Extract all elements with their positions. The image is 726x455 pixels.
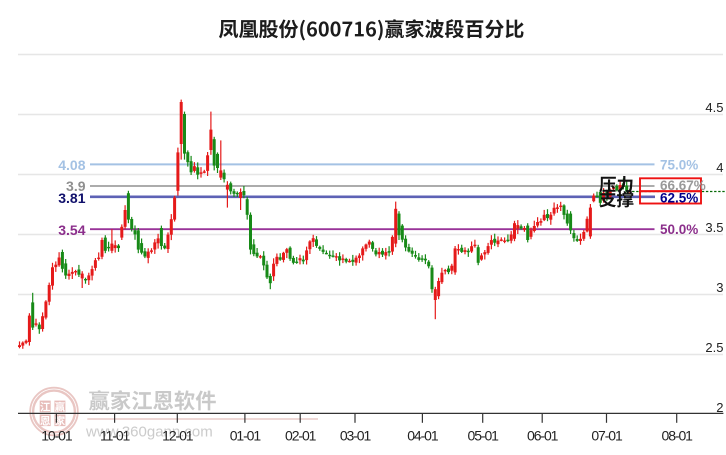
- svg-text:08-01: 08-01: [662, 428, 694, 444]
- svg-text:3.54: 3.54: [58, 222, 85, 238]
- svg-text:3.9: 3.9: [66, 178, 86, 194]
- svg-text:4: 4: [716, 160, 723, 175]
- svg-text:2: 2: [716, 400, 723, 415]
- svg-text:2.5: 2.5: [705, 340, 723, 355]
- svg-text:www.360gann.com: www.360gann.com: [85, 423, 213, 440]
- svg-text:01-01: 01-01: [230, 428, 262, 444]
- svg-text:62.5%: 62.5%: [660, 190, 698, 205]
- svg-text:3.5: 3.5: [705, 220, 723, 235]
- svg-text:4.5: 4.5: [705, 100, 723, 115]
- svg-text:06-01: 06-01: [527, 428, 559, 444]
- svg-text:10-01: 10-01: [41, 428, 73, 444]
- svg-text:3: 3: [716, 280, 723, 295]
- svg-text:75.0%: 75.0%: [660, 157, 698, 172]
- svg-text:12-01: 12-01: [162, 428, 194, 444]
- svg-text:02-01: 02-01: [285, 428, 317, 444]
- svg-text:3.81: 3.81: [58, 190, 85, 206]
- svg-text:03-01: 03-01: [340, 428, 372, 444]
- svg-text:04-01: 04-01: [407, 428, 439, 444]
- svg-text:07-01: 07-01: [591, 428, 623, 444]
- svg-text:66.67%: 66.67%: [660, 178, 706, 193]
- svg-text:05-01: 05-01: [468, 428, 500, 444]
- svg-text:11-01: 11-01: [100, 428, 131, 444]
- svg-text:4.08: 4.08: [58, 157, 85, 173]
- svg-text:50.0%: 50.0%: [660, 222, 698, 237]
